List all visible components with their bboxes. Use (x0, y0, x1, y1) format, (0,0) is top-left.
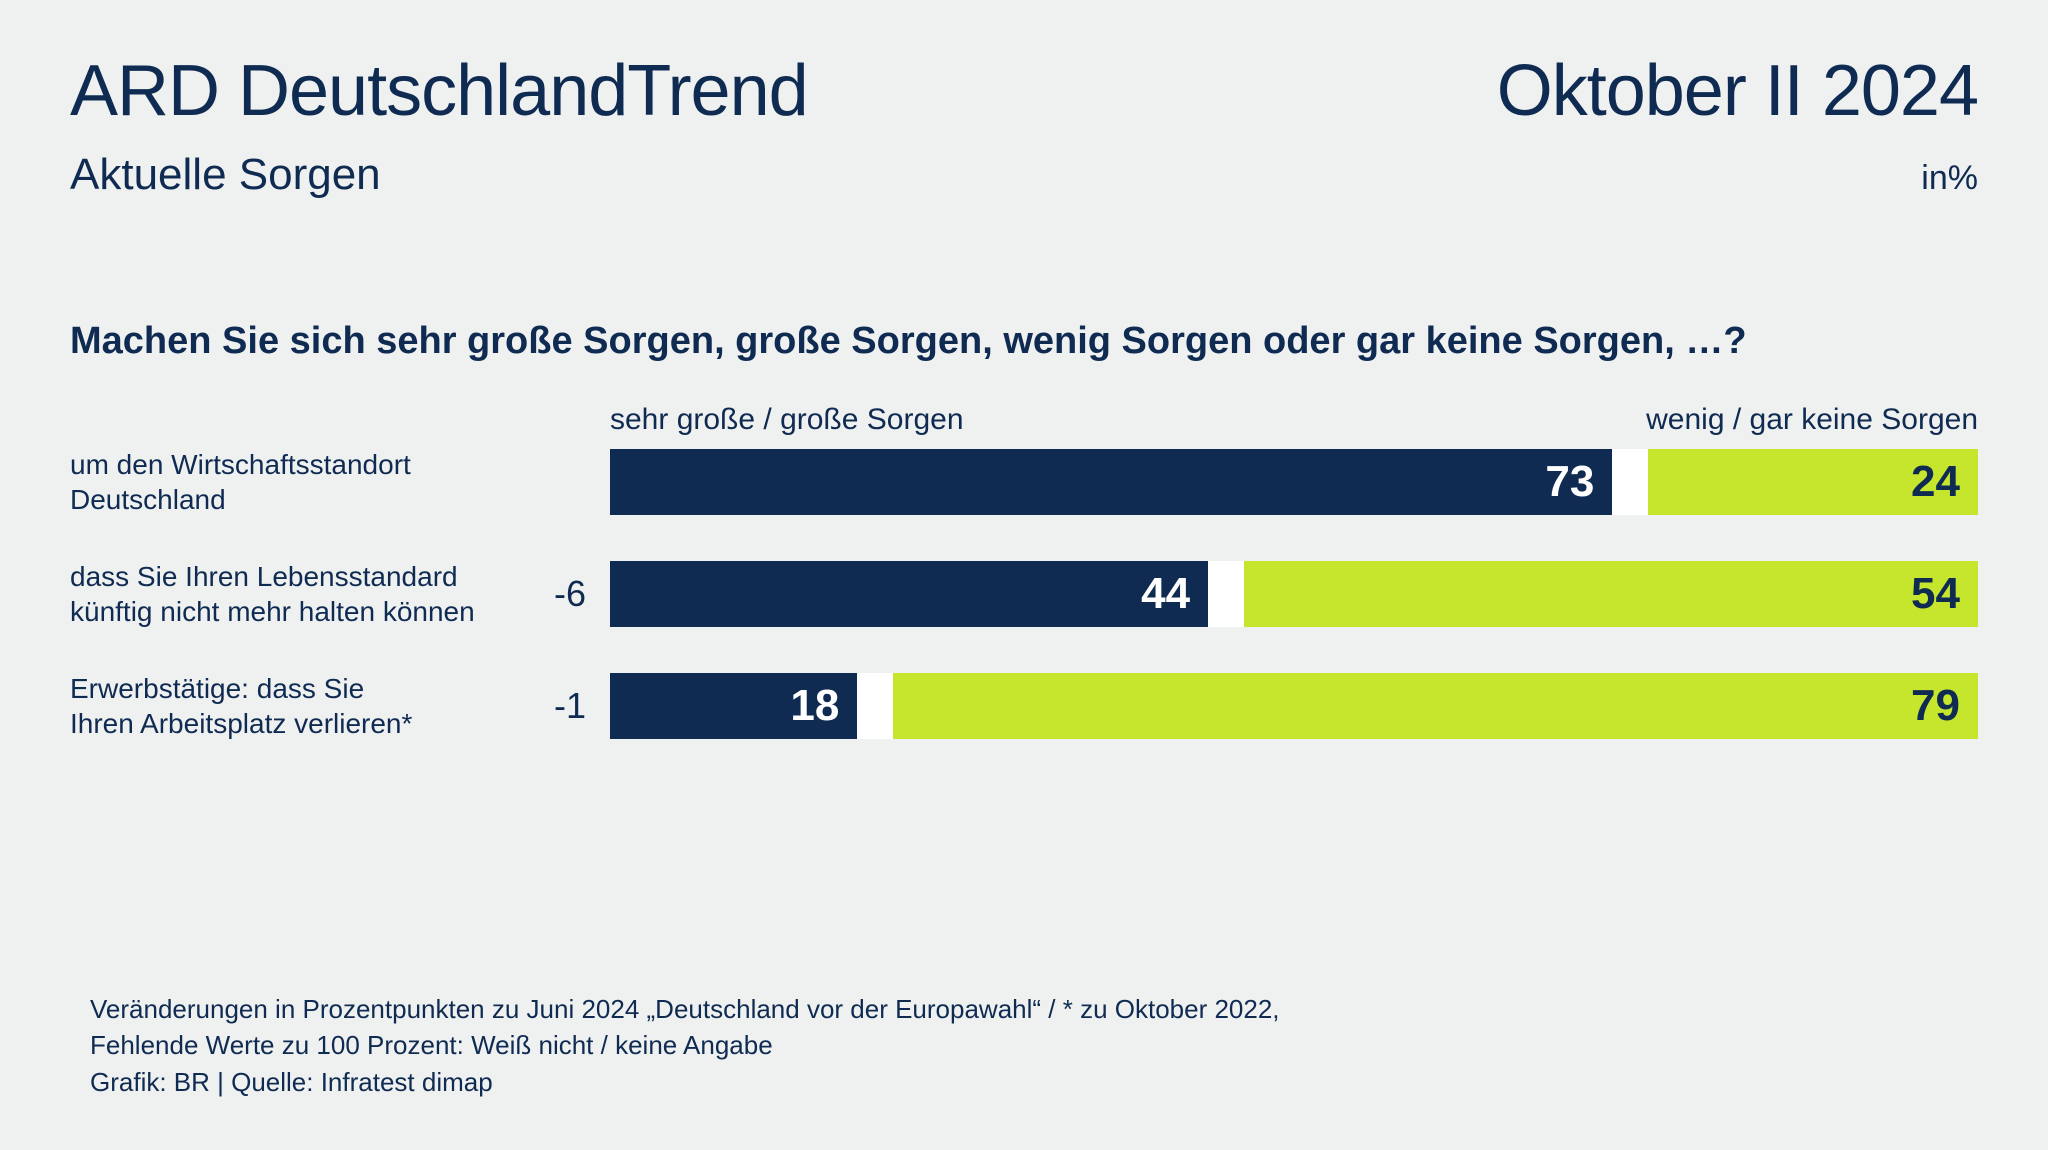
row-label: um den WirtschaftsstandortDeutschland (70, 447, 530, 517)
chart-rows: um den WirtschaftsstandortDeutschland 73 2… (70, 449, 1978, 739)
chart-row: Erwerbstätige: dass SieIhren Arbeitsplat… (70, 673, 1978, 739)
survey-question: Machen Sie sich sehr große Sorgen, große… (70, 320, 1978, 363)
bar-segment-high: 44 (610, 561, 1208, 627)
page-title: ARD DeutschlandTrend (70, 50, 808, 132)
row-label: Erwerbstätige: dass SieIhren Arbeitsplat… (70, 671, 530, 741)
row-change: -1 (530, 685, 610, 727)
footer-line: Veränderungen in Prozentpunkten zu Juni … (90, 991, 1280, 1027)
footer-line: Grafik: BR | Quelle: Infratest dimap (90, 1064, 1280, 1100)
bar-segment-low: 54 (1244, 561, 1978, 627)
unit-label: in% (1921, 159, 1978, 198)
bar: 44 54 (610, 561, 1978, 627)
page-date: Oktober II 2024 (1497, 50, 1978, 132)
legend: sehr große / große Sorgen wenig / gar ke… (70, 403, 1978, 437)
page-subtitle: Aktuelle Sorgen (70, 150, 381, 200)
header: ARD DeutschlandTrend Oktober II 2024 (70, 50, 1978, 132)
row-label: dass Sie Ihren Lebensstandardkünftig nic… (70, 559, 530, 629)
chart-row: dass Sie Ihren Lebensstandardkünftig nic… (70, 561, 1978, 627)
bar: 73 24 (610, 449, 1978, 515)
bar-segment-gap (1208, 561, 1244, 627)
footer-notes: Veränderungen in Prozentpunkten zu Juni … (90, 991, 1280, 1100)
bar: 1879 (610, 673, 1978, 739)
row-change: -6 (530, 573, 610, 615)
legend-high: sehr große / große Sorgen (610, 403, 964, 437)
bar-segment-gap (857, 673, 893, 739)
sub-header: Aktuelle Sorgen in% (70, 150, 1978, 200)
bar-segment-high: 73 (610, 449, 1612, 515)
bar-segment-low: 79 (893, 673, 1978, 739)
legend-low: wenig / gar keine Sorgen (1646, 403, 1978, 437)
bar-segment-gap (1612, 449, 1648, 515)
chart-row: um den WirtschaftsstandortDeutschland 73 2… (70, 449, 1978, 515)
bar-segment-high: 18 (610, 673, 857, 739)
bar-segment-low: 24 (1648, 449, 1978, 515)
footer-line: Fehlende Werte zu 100 Prozent: Weiß nich… (90, 1027, 1280, 1063)
